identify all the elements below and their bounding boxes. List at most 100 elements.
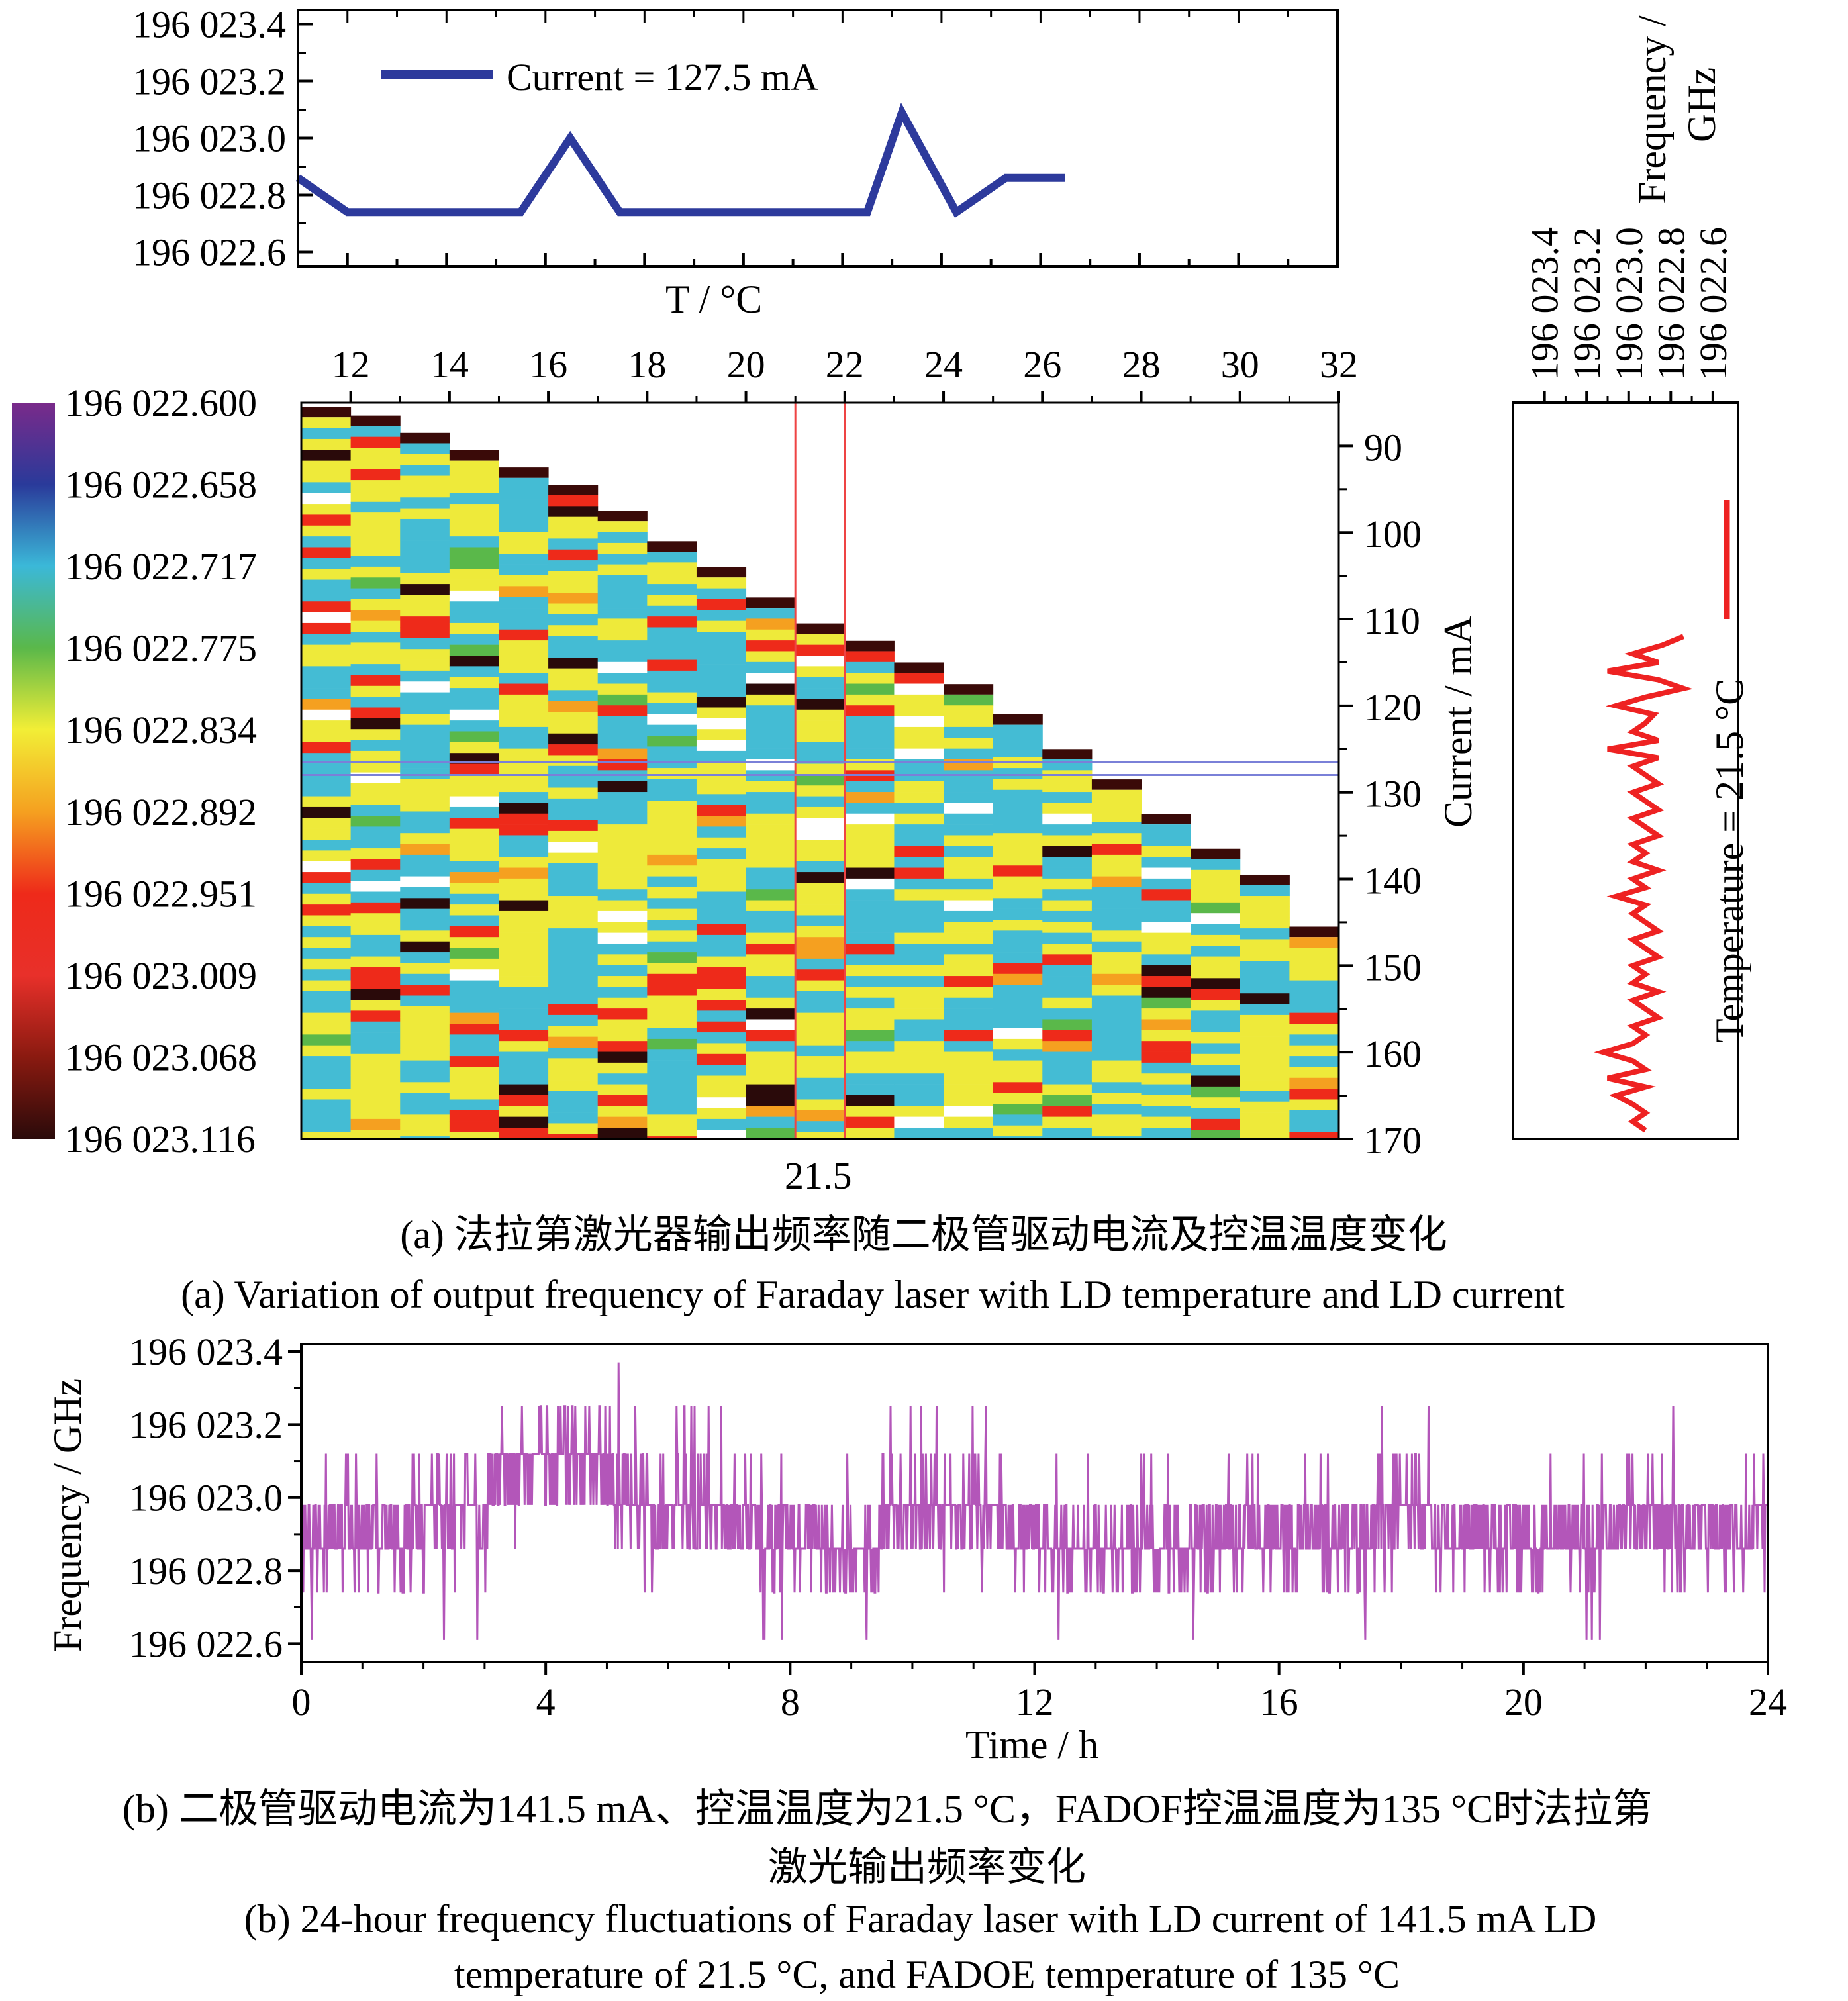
heatmap-cell (499, 857, 549, 868)
heatmap-cell (1042, 900, 1093, 912)
heatmap-cell (795, 1067, 846, 1079)
heatmap-cell (400, 1049, 450, 1061)
heatmap-cell (1091, 973, 1142, 985)
heatmap-cell (548, 1004, 599, 1016)
heatmap-cell (746, 1116, 796, 1128)
heatmap-cell (944, 976, 994, 987)
heatmap-cell (400, 865, 450, 877)
top-y-tick-label: 196 023.2 (132, 60, 286, 103)
heatmap-cell (400, 898, 450, 909)
heatmap-cell (844, 651, 895, 663)
heatmap-cell (597, 726, 648, 738)
heatmap-cell (647, 768, 697, 779)
heatmap-cell (449, 1132, 499, 1140)
heatmap-cell (1191, 891, 1241, 903)
heatmap-cell (400, 573, 450, 585)
heatmap-cell (1042, 1095, 1093, 1106)
heatmap-cell (647, 920, 697, 931)
heatmap-cell (1091, 865, 1142, 877)
heatmap-cell (400, 789, 450, 801)
heatmap-cell (1191, 967, 1241, 979)
heatmap-cell (844, 673, 895, 684)
heatmap-cell (1091, 1038, 1142, 1050)
heatmap-cell (1042, 932, 1093, 944)
heatmap-cell (400, 540, 450, 552)
heatmap-cell (499, 748, 549, 760)
heatmap-edge-cell (499, 467, 549, 478)
heatmap-cell (350, 697, 401, 708)
heatmap-cell (301, 493, 352, 505)
heatmap-cell (1042, 867, 1093, 879)
heatmap-cell (499, 726, 549, 738)
heatmap-cell (1289, 1024, 1339, 1035)
heatmap-cell (597, 683, 648, 695)
heatmap-cell (301, 482, 352, 494)
heatmap-cell (844, 900, 895, 912)
heatmap-cell (795, 991, 846, 1002)
heatmap-cell (795, 948, 846, 959)
heatmap-cell (647, 638, 697, 650)
heatmap-cell (1091, 1028, 1142, 1040)
heatmap-cell (1141, 1084, 1191, 1096)
heatmap-cell (548, 787, 599, 799)
heatmap-cell (350, 1043, 401, 1055)
heatmap-cell (746, 1095, 796, 1106)
heatmap-cell (795, 850, 846, 862)
heatmap-cell (1091, 1136, 1142, 1140)
heatmap-cell (993, 833, 1043, 844)
heatmap-cell (696, 826, 747, 838)
bottom-x-tick-label: 24 (1749, 1681, 1787, 1724)
heatmap-cell (944, 997, 994, 1009)
right-x-tick-label: 196 022.8 (1649, 227, 1692, 381)
heatmap-cell (1141, 1030, 1191, 1042)
heatmap-cell (350, 924, 401, 936)
heatmap-cell (597, 542, 648, 554)
heatmap-cell (499, 738, 549, 749)
heatmap-cell (548, 1112, 599, 1124)
heatmap-cell (400, 1104, 450, 1115)
heatmap-cell (400, 465, 450, 476)
top-plot-frame (297, 9, 1339, 268)
heatmap-cell (894, 900, 944, 912)
heatmap-cell (449, 937, 499, 948)
heatmap-cell (1289, 1012, 1339, 1024)
heatmap-cell (647, 670, 697, 682)
heatmap-x-tick-label: 18 (628, 343, 666, 386)
heatmap-cell (400, 746, 450, 758)
heatmap-cell (894, 1095, 944, 1106)
heatmap-cell (548, 874, 599, 885)
heatmap-cell (301, 991, 352, 1002)
heatmap-cell (449, 806, 499, 818)
heatmap-cell (350, 805, 401, 816)
heatmap-edge-cell (548, 485, 599, 495)
heatmap-cell (449, 850, 499, 862)
heatmap-cell (844, 792, 895, 803)
heatmap-cell (696, 653, 747, 665)
heatmap-cell (301, 1132, 352, 1140)
heatmap-cell (597, 889, 648, 901)
heatmap-cell (696, 599, 747, 610)
heatmap-cell (795, 937, 846, 948)
heatmap-frame (300, 401, 1340, 1140)
heatmap-cell (993, 768, 1043, 779)
heatmap-cell (301, 601, 352, 612)
heatmap-cell (795, 818, 846, 829)
bottom-y-axis-label: Frequency / GHz (46, 1379, 89, 1652)
heatmap-cell (301, 504, 352, 515)
heatmap-cell (696, 740, 747, 752)
heatmap-cell (301, 742, 352, 754)
heatmap-cell (1042, 878, 1093, 890)
heatmap-cell (1091, 1114, 1142, 1126)
heatmap-cell (400, 801, 450, 812)
heatmap-cell (548, 581, 599, 593)
heatmap-cell (795, 699, 846, 710)
heatmap-cell (597, 997, 648, 1009)
heatmap-cell (1141, 1041, 1191, 1052)
heatmap-cell (746, 846, 796, 857)
heatmap-cell (301, 656, 352, 667)
heatmap-cell (647, 573, 697, 585)
heatmap-cell (301, 937, 352, 948)
heatmap-cell (993, 1049, 1043, 1061)
heatmap-cell (647, 1060, 697, 1072)
heatmap-cell (597, 575, 648, 587)
